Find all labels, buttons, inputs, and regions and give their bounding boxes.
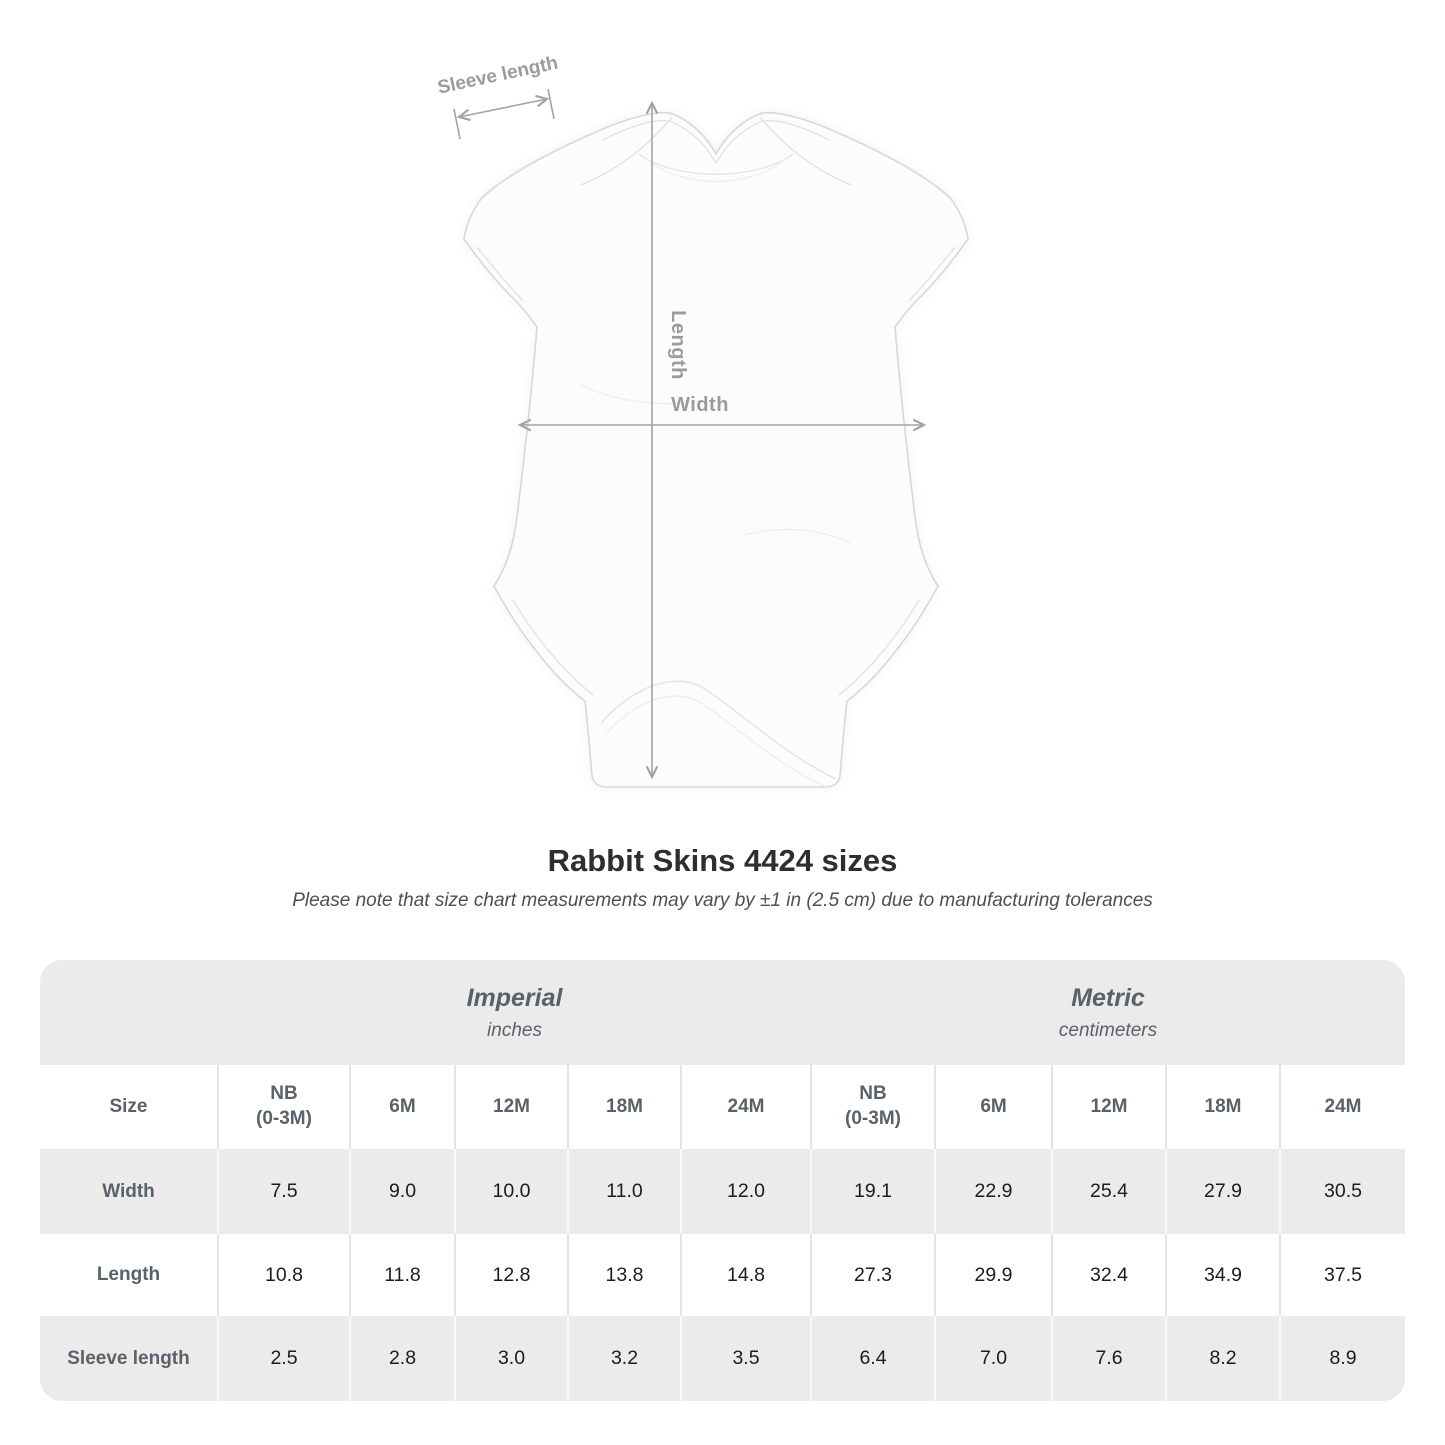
measurement-diagram: Sleeve length Length Width <box>395 55 1015 815</box>
size-value-cell: 2.8 <box>349 1316 455 1401</box>
column-header-row: Size NB (0-3M) 6M 12M 18M 24M NB (0-3M) … <box>40 1065 1405 1149</box>
size-value-cell: 37.5 <box>1279 1234 1405 1316</box>
size-value-cell: 10.8 <box>217 1234 350 1316</box>
size-value-cell: 29.9 <box>934 1234 1053 1316</box>
sleeve-length-label: Sleeve length <box>436 55 560 99</box>
size-value-cell: 12.8 <box>454 1234 568 1316</box>
row-label: Sleeve length <box>40 1316 218 1401</box>
table-row-sleeve-length: Sleeve length 2.5 2.8 3.0 3.2 3.5 6.4 7.… <box>40 1316 1405 1401</box>
size-value-cell: 3.5 <box>679 1316 812 1401</box>
size-value-cell: 14.8 <box>679 1234 812 1316</box>
unit-group-label: Imperial <box>466 983 563 1012</box>
column-header: 6M <box>349 1065 455 1149</box>
column-header: 18M <box>567 1065 681 1149</box>
size-value-cell: 6.4 <box>810 1316 936 1401</box>
size-value-cell: 7.5 <box>217 1149 350 1234</box>
column-header: 12M <box>454 1065 568 1149</box>
page-title: Rabbit Skins 4424 sizes <box>547 843 898 878</box>
size-value-cell: 8.9 <box>1279 1316 1405 1401</box>
size-value-cell: 25.4 <box>1051 1149 1167 1234</box>
table-row-width: Width 7.5 9.0 10.0 11.0 12.0 19.1 22.9 2… <box>40 1149 1405 1234</box>
row-label: Length <box>40 1234 218 1316</box>
size-table-container: Imperial inches Metric centimeters Size … <box>40 960 1405 1401</box>
column-header: 6M <box>934 1065 1053 1149</box>
size-value-cell: 3.0 <box>454 1316 568 1401</box>
page-subtitle: Please note that size chart measurements… <box>292 890 1153 911</box>
sleeve-length-arrow <box>456 94 550 122</box>
size-value-cell: 11.0 <box>567 1149 681 1234</box>
size-value-cell: 2.5 <box>217 1316 350 1401</box>
size-value-cell: 27.3 <box>810 1234 936 1316</box>
row-label: Width <box>40 1149 218 1234</box>
sleeve-length-tick-left <box>453 108 461 140</box>
size-value-cell: 27.9 <box>1165 1149 1281 1234</box>
table-row-length: Length 10.8 11.8 12.8 13.8 14.8 27.3 29.… <box>40 1234 1405 1316</box>
sleeve-length-tick-right <box>547 88 555 120</box>
size-value-cell: 12.0 <box>679 1149 812 1234</box>
onesie-graphic <box>463 112 969 788</box>
column-header: NB (0-3M) <box>217 1065 350 1149</box>
heading-block: Rabbit Skins 4424 sizes Please note that… <box>0 843 1445 912</box>
column-header: 12M <box>1051 1065 1167 1149</box>
unit-group-sublabel: inches <box>487 1019 542 1041</box>
size-value-cell: 30.5 <box>1279 1149 1405 1234</box>
size-value-cell: 7.0 <box>934 1316 1053 1401</box>
column-header: 18M <box>1165 1065 1281 1149</box>
unit-group-imperial: Imperial inches <box>218 960 812 1065</box>
size-column-header: Size <box>40 1065 218 1149</box>
unit-band-row: Imperial inches Metric centimeters <box>40 960 1405 1065</box>
size-value-cell: 22.9 <box>934 1149 1053 1234</box>
size-value-cell: 8.2 <box>1165 1316 1281 1401</box>
size-table: Imperial inches Metric centimeters Size … <box>40 960 1405 1401</box>
unit-band-spacer <box>40 960 218 1065</box>
column-header: NB (0-3M) <box>810 1065 936 1149</box>
unit-group-metric: Metric centimeters <box>811 960 1405 1065</box>
size-value-cell: 9.0 <box>349 1149 455 1234</box>
size-value-cell: 32.4 <box>1051 1234 1167 1316</box>
size-value-cell: 11.8 <box>349 1234 455 1316</box>
size-value-cell: 7.6 <box>1051 1316 1167 1401</box>
column-header: 24M <box>679 1065 812 1149</box>
size-value-cell: 13.8 <box>567 1234 681 1316</box>
length-label: Length <box>667 310 689 380</box>
column-header: 24M <box>1279 1065 1405 1149</box>
unit-group-label: Metric <box>1071 983 1145 1012</box>
onesie-diagram: Sleeve length Length Width <box>436 55 969 788</box>
size-value-cell: 3.2 <box>567 1316 681 1401</box>
size-value-cell: 34.9 <box>1165 1234 1281 1316</box>
size-value-cell: 19.1 <box>810 1149 936 1234</box>
unit-group-sublabel: centimeters <box>1058 1019 1158 1041</box>
size-value-cell: 10.0 <box>454 1149 568 1234</box>
width-label: Width <box>671 394 729 416</box>
